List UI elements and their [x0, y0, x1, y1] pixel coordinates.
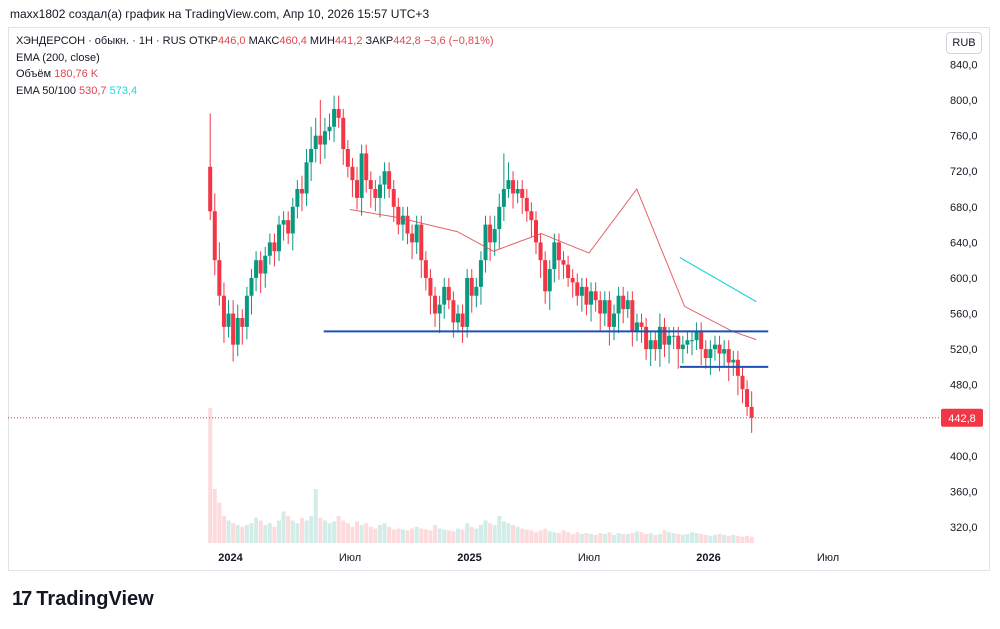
legend-low-value: 441,2 [334, 35, 363, 47]
legend-high-label: МАКС [248, 35, 280, 47]
chart-header: maxx1802 создал(а) график на TradingView… [10, 7, 430, 21]
legend-open-label: ОТКР [188, 35, 218, 47]
legend-ohlc-row: ХЭНДЕРСОН · обыкн. · 1Н · RUS ОТКР446,0 … [16, 33, 494, 50]
legend-volume-row[interactable]: Объём 180,76 K [16, 66, 494, 83]
legend-high-value: 460,4 [279, 35, 307, 47]
legend-low-label: МИН [309, 35, 335, 47]
legend-open-value: 446,0 [218, 35, 246, 47]
legend-ema-row[interactable]: EMA 50/100 530,7 573,4 [16, 83, 494, 100]
chart-frame [8, 27, 990, 571]
tradingview-brand: TradingView [36, 588, 154, 610]
legend-volume-label: Объём [16, 68, 52, 80]
chart-legend: ХЭНДЕРСОН · обыкн. · 1Н · RUS ОТКР446,0 … [16, 33, 494, 99]
legend-change-value: −3,6 (−0,81%) [423, 35, 494, 47]
legend-ema-label: EMA 50/100 [16, 84, 76, 97]
legend-ema50-value: 530,7 [79, 84, 107, 97]
legend-volume-value: 180,76 K [54, 68, 99, 80]
legend-ema100-value: 573,4 [109, 84, 138, 97]
tradingview-logo[interactable]: 17 TradingView [12, 588, 154, 611]
legend-close-value: 442,8 [393, 35, 421, 47]
currency-button[interactable]: RUB [946, 32, 982, 54]
legend-close-label: ЗАКР [365, 35, 394, 47]
tradingview-icon: 17 [12, 588, 32, 610]
legend-symbol[interactable]: ХЭНДЕРСОН · обыкн. · 1Н · RUS [16, 35, 186, 47]
legend-ema200-row[interactable]: EMA (200, close) [16, 51, 100, 64]
